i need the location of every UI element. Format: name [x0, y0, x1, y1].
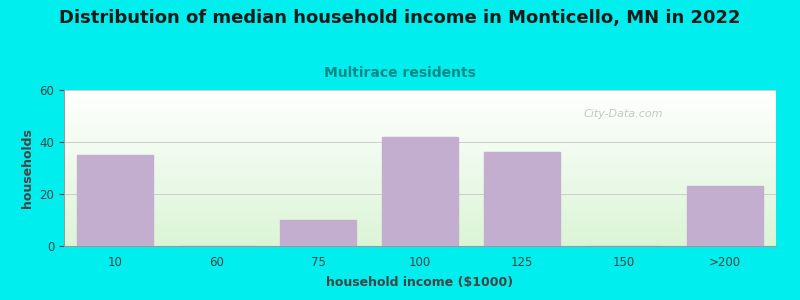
Bar [382, 137, 458, 246]
Y-axis label: households: households [21, 128, 34, 208]
Bar [687, 186, 763, 246]
Bar [280, 220, 357, 246]
Text: Multirace residents: Multirace residents [324, 66, 476, 80]
Text: Distribution of median household income in Monticello, MN in 2022: Distribution of median household income … [59, 9, 741, 27]
Bar [77, 155, 153, 246]
Bar [483, 152, 560, 246]
X-axis label: household income ($1000): household income ($1000) [326, 276, 514, 289]
Text: City-Data.com: City-Data.com [584, 109, 663, 119]
